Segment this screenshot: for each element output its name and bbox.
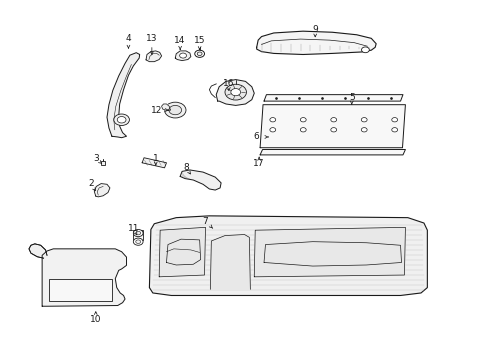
Polygon shape [166,239,200,265]
Circle shape [194,50,204,57]
Circle shape [133,229,143,237]
Text: 3: 3 [93,154,99,163]
Circle shape [300,118,305,122]
Text: 2: 2 [88,179,94,188]
Bar [133,230,143,240]
Polygon shape [216,80,254,105]
Polygon shape [254,227,405,277]
Text: 16: 16 [223,79,234,88]
Text: 12: 12 [151,105,162,114]
Polygon shape [94,184,110,197]
Polygon shape [146,51,161,62]
Circle shape [391,118,397,122]
Circle shape [269,118,275,122]
Circle shape [179,53,186,58]
Circle shape [361,47,368,53]
Polygon shape [149,216,427,296]
Circle shape [117,117,126,123]
Circle shape [197,52,202,55]
Text: 6: 6 [253,132,259,141]
Circle shape [391,128,397,132]
Text: 11: 11 [127,224,139,233]
Text: 5: 5 [348,93,354,102]
Polygon shape [256,31,375,54]
Polygon shape [161,104,170,111]
Circle shape [300,128,305,132]
Circle shape [230,89,240,96]
Polygon shape [264,242,401,266]
Polygon shape [42,249,126,306]
Circle shape [136,231,141,235]
Polygon shape [210,234,250,289]
Text: 4: 4 [125,34,131,43]
Polygon shape [142,158,166,168]
Text: 1: 1 [153,154,158,163]
Polygon shape [29,244,47,258]
Circle shape [269,128,275,132]
Text: 13: 13 [146,34,157,43]
Text: 15: 15 [194,36,205,45]
Circle shape [361,118,366,122]
Text: 14: 14 [174,36,185,45]
Text: 17: 17 [253,159,264,168]
Circle shape [330,128,336,132]
Polygon shape [175,51,190,60]
Text: 10: 10 [90,315,102,324]
Text: 8: 8 [183,163,188,172]
Text: 7: 7 [202,217,208,226]
Polygon shape [260,105,405,148]
Polygon shape [260,149,405,155]
Circle shape [330,118,336,122]
Polygon shape [159,227,205,277]
Bar [49,279,112,301]
Circle shape [164,102,185,118]
Text: 9: 9 [312,25,317,34]
Polygon shape [107,53,140,138]
Circle shape [133,238,143,245]
Circle shape [168,105,181,115]
Polygon shape [180,170,221,190]
Circle shape [114,114,129,126]
Polygon shape [264,95,402,101]
Circle shape [224,84,246,100]
Circle shape [361,128,366,132]
Circle shape [136,240,141,243]
